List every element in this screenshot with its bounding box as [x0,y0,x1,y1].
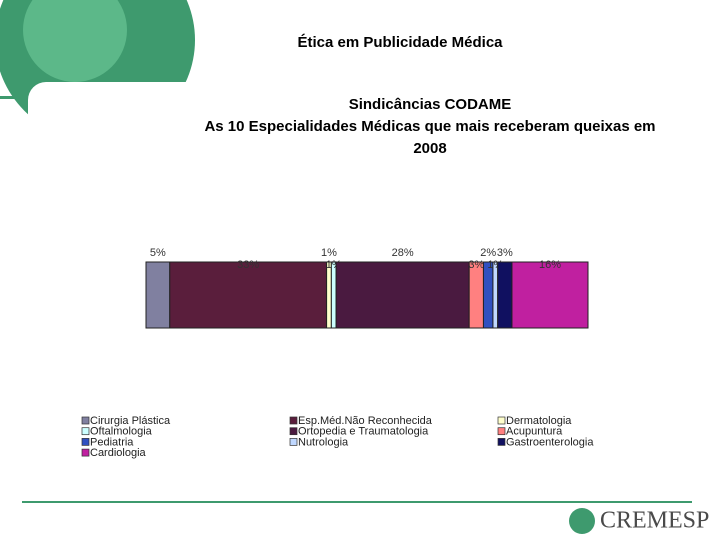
data-label: 2% [480,247,496,259]
bar-segment [511,261,589,329]
legend-swatch [289,416,298,425]
logo-text: CREMESP [600,508,709,534]
legend-swatch [81,416,90,425]
legend-swatch [81,438,90,446]
bar-segment [492,261,499,329]
bar-segment [468,261,484,329]
data-label: 1% [321,247,337,259]
legend-label: Gastroenterologia [506,436,594,448]
slide-title: Ética em Publicidade Médica [297,34,503,51]
legend-label: Oftalmologia [90,426,153,438]
legend-label: Cirurgia Plástica [90,415,171,427]
logo-mark [569,508,595,534]
legend-swatch [497,438,506,446]
legend-label: Acupuntura [506,426,563,438]
legend-swatch [497,427,506,436]
legend-swatch [497,416,506,425]
data-label: 5% [150,247,166,259]
bar-segment [169,261,328,329]
logo-circle-inner [23,0,127,82]
chart-title: 2008 [413,140,446,157]
legend-label: Nutrologia [298,436,349,448]
bar-segment [330,261,337,329]
chart-title: As 10 Especialidades Médicas que mais re… [204,118,655,135]
legend-swatch [289,438,298,446]
bar-segment [335,261,470,329]
legend-label: Ortopedia e Traumatologia [298,426,429,438]
data-label: 33% [237,259,259,271]
data-label: 3% [468,259,484,271]
chart-title: Sindicâncias CODAME [349,96,512,113]
legend-label: Esp.Méd.Não Reconhecida [298,415,433,427]
legend-label: Cardiologia [90,447,147,459]
data-label: 16% [539,259,561,271]
legend-swatch [289,427,298,436]
bar-segment [482,261,494,329]
chart: 5%33%1%1%28%3%2%1%3%16%Cirurgia Plástica… [81,247,594,459]
legend-swatch [81,448,90,457]
legend-swatch [81,427,90,436]
bar-segment [326,261,332,329]
data-label: 28% [392,247,414,259]
legend-label: Dermatologia [506,415,572,427]
footer-rule [22,501,692,503]
bar-segment [497,261,513,329]
bar-segment [145,261,171,329]
data-label: 3% [497,247,513,259]
legend-label: Pediatria [90,436,134,448]
